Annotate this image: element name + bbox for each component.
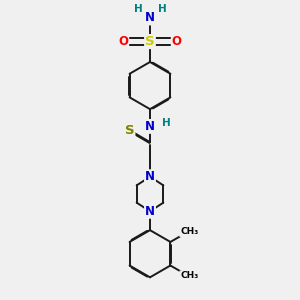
Text: O: O (118, 35, 128, 48)
Text: S: S (145, 35, 155, 48)
Text: N: N (145, 11, 155, 25)
Text: CH₃: CH₃ (180, 227, 198, 236)
Text: S: S (125, 124, 134, 137)
Text: O: O (172, 35, 182, 48)
Text: H: H (134, 4, 142, 14)
Text: N: N (145, 170, 155, 183)
Text: H: H (162, 118, 171, 128)
Text: H: H (158, 4, 166, 14)
Text: N: N (145, 205, 155, 218)
Text: CH₃: CH₃ (180, 271, 198, 280)
Text: N: N (145, 120, 155, 133)
